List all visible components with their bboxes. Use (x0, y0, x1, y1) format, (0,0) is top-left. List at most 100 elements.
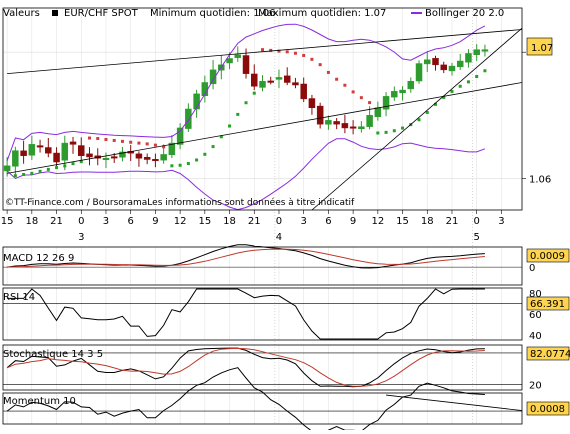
x-tick-label: 3 (301, 216, 307, 227)
candle-body (61, 142, 69, 161)
x-tick-label: 21 (446, 216, 459, 227)
macd-badge: 0.0009 (526, 248, 570, 263)
x-tick-label: 0 (78, 216, 84, 227)
sar-dot-down (137, 141, 141, 145)
price-badge: 1.07 (526, 37, 553, 56)
sar-dot-up (228, 124, 232, 128)
sar-dot-up (252, 91, 256, 95)
candle-body (209, 69, 217, 85)
candle-body (28, 144, 36, 156)
trendline (311, 27, 522, 210)
y-tick-label: 1.06 (529, 174, 551, 185)
candle-body (407, 80, 415, 90)
candle-body (448, 65, 456, 72)
candle-body (440, 64, 447, 71)
frame-layer: 1518210369121518210369121518210334561.06… (1, 7, 551, 425)
sar-dot-down (162, 145, 166, 149)
candle-body (267, 80, 274, 83)
stoch-y-tick-label: 20 (529, 381, 542, 392)
sar-dot-up (38, 169, 42, 173)
sar-dot-down (310, 57, 314, 61)
macd-title: MACD 12 26 9 (3, 253, 74, 264)
sar-dot-down (261, 48, 264, 52)
candle-body (234, 54, 242, 58)
candle-body (308, 98, 316, 108)
sar-dot-down (302, 53, 306, 57)
momentum-title: Momentum 10 (3, 396, 76, 407)
candle-body (160, 154, 167, 161)
x-tick-label: 3 (103, 216, 109, 227)
momentum-badge-bg (526, 401, 570, 416)
sar-dot-down (359, 96, 363, 100)
candle-body (316, 105, 324, 125)
momentum-line (6, 367, 485, 434)
candle-body (415, 63, 423, 82)
sar-dot-up (22, 173, 26, 177)
grid-layer (3, 8, 522, 424)
candle-body (465, 53, 472, 63)
price-badge-text: 1.07 (531, 43, 553, 54)
chart-header: Valeurs EUR/CHF SPOT Minimum quotidien: … (3, 8, 504, 19)
sar-dot-up (46, 167, 50, 171)
macd-badge-bg (526, 248, 570, 263)
sar-dot-down (343, 83, 347, 87)
candle-body (382, 96, 390, 110)
candle-body (325, 120, 332, 125)
candle-body (358, 126, 365, 130)
rsi-y-tick-label: 80 (529, 289, 542, 300)
candle-body (36, 145, 44, 148)
sar-dot-down (120, 139, 124, 143)
x-tick-label: 15 (198, 216, 211, 227)
x-tick-label: 12 (371, 216, 384, 227)
symbol-label: EUR/CHF SPOT (64, 8, 139, 19)
candle-body (119, 151, 126, 158)
x-tick-label: 18 (223, 216, 236, 227)
x-day-label: 4 (276, 232, 282, 243)
trendline (7, 29, 522, 75)
sar-dot-down (112, 138, 116, 142)
sar-dot-up (244, 101, 248, 105)
rsi-y-tick-label: 60 (529, 310, 542, 321)
sar-dot-up (211, 145, 215, 149)
candle-body (12, 150, 19, 167)
x-tick-label: 21 (248, 216, 261, 227)
x-tick-label: 6 (128, 216, 134, 227)
x-tick-label: 12 (174, 216, 187, 227)
sar-dot-up (417, 118, 421, 122)
panel-frame-main (2, 7, 523, 211)
macd-y-tick-label: 0 (529, 263, 535, 274)
rsi-line (7, 288, 485, 340)
rsi-badge-text: 66.391 (530, 299, 565, 310)
x-tick-label: 0 (276, 216, 282, 227)
sar-dot-down (153, 143, 157, 147)
valeurs-dropdown-icon[interactable] (52, 10, 58, 16)
sar-dot-down (368, 101, 372, 105)
x-tick-label: 15 (1, 216, 14, 227)
trendline (7, 82, 522, 174)
candle-body (226, 58, 233, 64)
rsi-badge-bg (526, 296, 570, 311)
panel-frame-rsi (2, 287, 523, 341)
candle-body (45, 147, 52, 154)
candle-body (341, 123, 349, 129)
sar-dot-up (466, 80, 470, 84)
sar-dot-up (376, 131, 380, 135)
candle-body (275, 77, 283, 80)
candle-body (69, 141, 77, 145)
min-label: Minimum quotidien: 1.06 (150, 8, 275, 19)
stoch-d-line (6, 347, 485, 387)
rsi-badge: 66.391 (526, 296, 570, 311)
sar-dot-down (293, 51, 297, 55)
sar-dot-down (129, 140, 133, 144)
momentum-badge: 0.0008 (526, 401, 570, 416)
candle-body (366, 115, 373, 127)
candle-body (168, 142, 176, 156)
candle-body (292, 82, 299, 86)
candle-body (242, 55, 250, 74)
candle-body (473, 49, 480, 55)
x-tick-label: 9 (152, 216, 158, 227)
sar-dot-down (335, 77, 339, 81)
x-day-label: 3 (78, 232, 84, 243)
